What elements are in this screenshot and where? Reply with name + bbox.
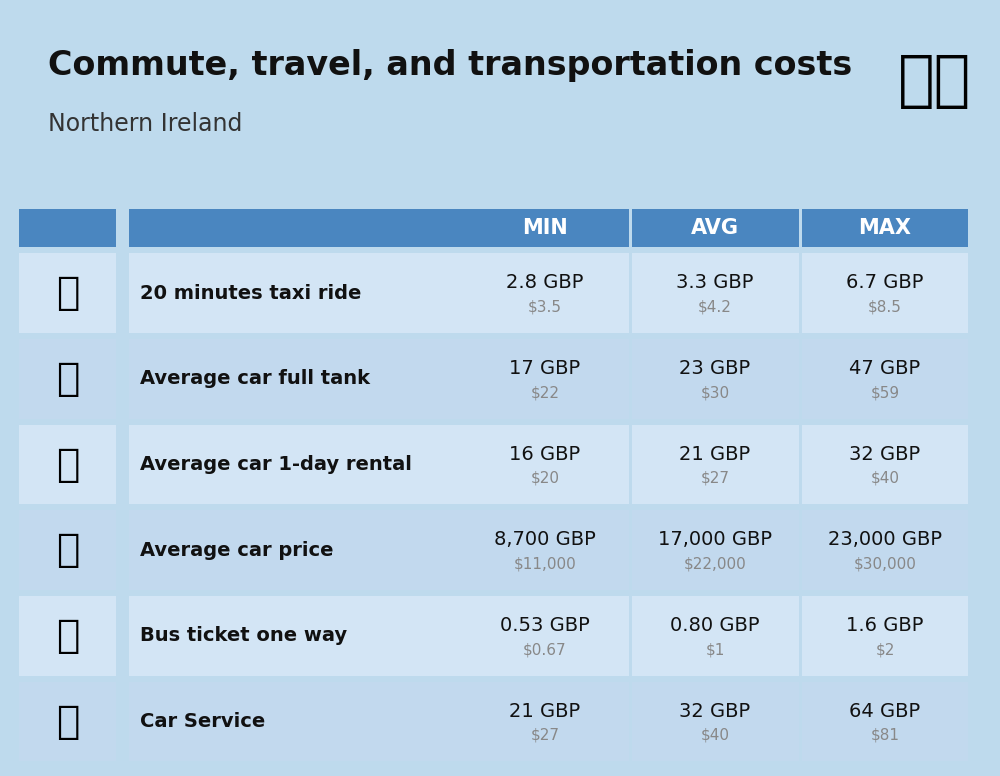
FancyBboxPatch shape [462, 596, 629, 676]
Text: 🔧: 🔧 [56, 702, 79, 740]
FancyBboxPatch shape [19, 511, 116, 590]
FancyBboxPatch shape [19, 424, 116, 504]
Text: 17,000 GBP: 17,000 GBP [658, 531, 772, 549]
Text: $11,000: $11,000 [514, 556, 576, 571]
Text: $30,000: $30,000 [854, 556, 916, 571]
Text: 3.3 GBP: 3.3 GBP [676, 273, 754, 293]
Text: 16 GBP: 16 GBP [509, 445, 581, 464]
Text: Car Service: Car Service [140, 712, 265, 731]
Text: $27: $27 [700, 471, 730, 486]
Text: $0.67: $0.67 [523, 642, 567, 657]
Text: 8,700 GBP: 8,700 GBP [494, 531, 596, 549]
Text: $4.2: $4.2 [698, 300, 732, 314]
Text: 🚗: 🚗 [56, 532, 79, 569]
FancyBboxPatch shape [802, 596, 968, 676]
Text: $20: $20 [530, 471, 560, 486]
Text: Bus ticket one way: Bus ticket one way [140, 626, 347, 646]
Text: 47 GBP: 47 GBP [849, 359, 921, 378]
Text: Average car price: Average car price [140, 541, 334, 559]
Text: 32 GBP: 32 GBP [679, 702, 751, 721]
FancyBboxPatch shape [129, 254, 531, 333]
FancyBboxPatch shape [462, 254, 629, 333]
FancyBboxPatch shape [802, 682, 968, 761]
FancyBboxPatch shape [802, 424, 968, 504]
Text: 0.53 GBP: 0.53 GBP [500, 616, 590, 635]
Text: MIN: MIN [522, 218, 568, 238]
FancyBboxPatch shape [632, 424, 798, 504]
Text: $30: $30 [700, 385, 730, 400]
FancyBboxPatch shape [462, 209, 629, 248]
Text: 20 minutes taxi ride: 20 minutes taxi ride [140, 284, 361, 303]
Text: 21 GBP: 21 GBP [509, 702, 581, 721]
Text: $22,000: $22,000 [684, 556, 746, 571]
Text: 21 GBP: 21 GBP [679, 445, 751, 464]
Text: 🚕: 🚕 [56, 274, 79, 312]
Text: AVG: AVG [691, 218, 739, 238]
FancyBboxPatch shape [802, 209, 968, 248]
Text: 🚌: 🚌 [56, 617, 79, 655]
FancyBboxPatch shape [802, 511, 968, 590]
FancyBboxPatch shape [632, 209, 798, 248]
Text: $8.5: $8.5 [868, 300, 902, 314]
Text: Average car full tank: Average car full tank [140, 369, 370, 388]
Text: Average car 1-day rental: Average car 1-day rental [140, 455, 412, 474]
Text: 0.80 GBP: 0.80 GBP [670, 616, 760, 635]
Text: Northern Ireland: Northern Ireland [48, 113, 242, 136]
Text: $40: $40 [700, 728, 730, 743]
FancyBboxPatch shape [462, 682, 629, 761]
Text: $59: $59 [870, 385, 900, 400]
Text: 🇬🇧: 🇬🇧 [898, 52, 972, 111]
FancyBboxPatch shape [632, 254, 798, 333]
FancyBboxPatch shape [632, 339, 798, 418]
Text: 23 GBP: 23 GBP [679, 359, 751, 378]
FancyBboxPatch shape [19, 254, 116, 333]
FancyBboxPatch shape [129, 339, 531, 418]
Text: 🚙: 🚙 [56, 445, 79, 483]
FancyBboxPatch shape [19, 339, 116, 418]
FancyBboxPatch shape [632, 511, 798, 590]
Text: 32 GBP: 32 GBP [849, 445, 921, 464]
Text: $1: $1 [705, 642, 725, 657]
FancyBboxPatch shape [129, 511, 531, 590]
Text: $3.5: $3.5 [528, 300, 562, 314]
FancyBboxPatch shape [19, 596, 116, 676]
FancyBboxPatch shape [462, 511, 629, 590]
Text: $27: $27 [530, 728, 560, 743]
Text: 23,000 GBP: 23,000 GBP [828, 531, 942, 549]
FancyBboxPatch shape [129, 682, 531, 761]
FancyBboxPatch shape [462, 339, 629, 418]
Text: $2: $2 [875, 642, 895, 657]
Text: $40: $40 [870, 471, 900, 486]
FancyBboxPatch shape [19, 209, 116, 248]
FancyBboxPatch shape [462, 424, 629, 504]
FancyBboxPatch shape [632, 596, 798, 676]
FancyBboxPatch shape [129, 209, 531, 248]
Text: 6.7 GBP: 6.7 GBP [846, 273, 924, 293]
Text: ⛽: ⛽ [56, 360, 79, 398]
Text: MAX: MAX [858, 218, 912, 238]
FancyBboxPatch shape [19, 682, 116, 761]
Text: Commute, travel, and transportation costs: Commute, travel, and transportation cost… [48, 50, 852, 82]
FancyBboxPatch shape [129, 424, 531, 504]
FancyBboxPatch shape [129, 596, 531, 676]
FancyBboxPatch shape [802, 339, 968, 418]
Text: 2.8 GBP: 2.8 GBP [506, 273, 584, 293]
FancyBboxPatch shape [802, 254, 968, 333]
FancyBboxPatch shape [632, 682, 798, 761]
Text: 1.6 GBP: 1.6 GBP [846, 616, 924, 635]
Text: 17 GBP: 17 GBP [509, 359, 581, 378]
Text: $81: $81 [870, 728, 900, 743]
Text: $22: $22 [530, 385, 560, 400]
Text: 64 GBP: 64 GBP [849, 702, 921, 721]
